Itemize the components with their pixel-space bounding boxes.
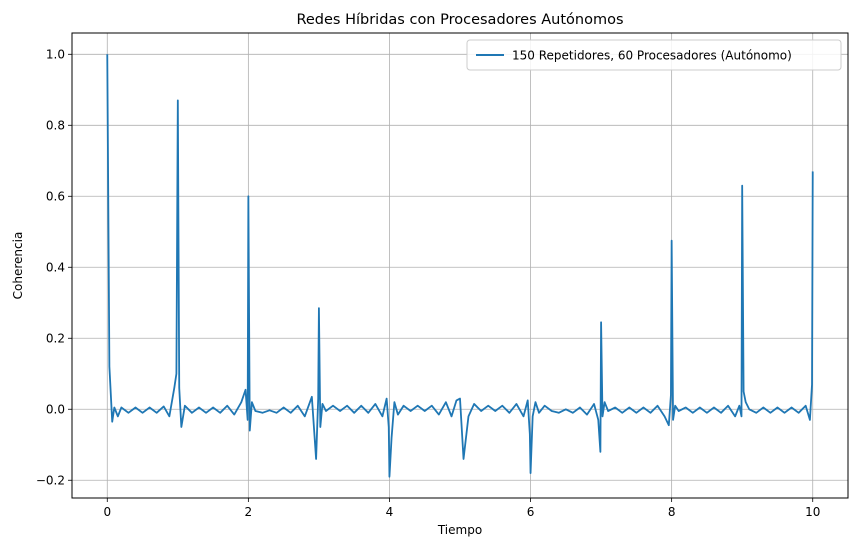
legend-label: 150 Repetidores, 60 Procesadores (Autóno… [512,49,792,63]
plot-frame [71,32,849,499]
x-tick-label: 10 [805,505,820,519]
y-tick-label: 0.8 [46,118,65,132]
x-tick-label: 6 [527,505,535,519]
x-tick-label: 8 [668,505,676,519]
y-axis-label: Coherencia [11,232,25,300]
x-axis: 0 2 4 6 8 10 [103,498,820,519]
y-tick-label: 1.0 [46,47,65,61]
y-tick-label: 0.0 [46,402,65,416]
x-tick-label: 2 [245,505,253,519]
y-tick-label: 0.4 [46,260,65,274]
x-axis-label: Tiempo [437,523,482,537]
chart-title: Redes Híbridas con Procesadores Autónomo… [296,12,623,28]
y-tick-label: −0.2 [36,473,65,487]
y-tick-label: 0.6 [46,189,65,203]
series-layer [106,54,814,478]
plot-area [72,33,848,498]
legend: 150 Repetidores, 60 Procesadores (Autóno… [466,39,842,71]
y-axis: −0.2 0.0 0.2 0.4 0.6 0.8 1.0 [36,47,72,487]
series-line [106,54,814,478]
legend-box [466,39,842,71]
y-tick-label: 0.2 [46,331,65,345]
x-tick-label: 0 [103,505,111,519]
x-tick-label: 4 [386,505,394,519]
